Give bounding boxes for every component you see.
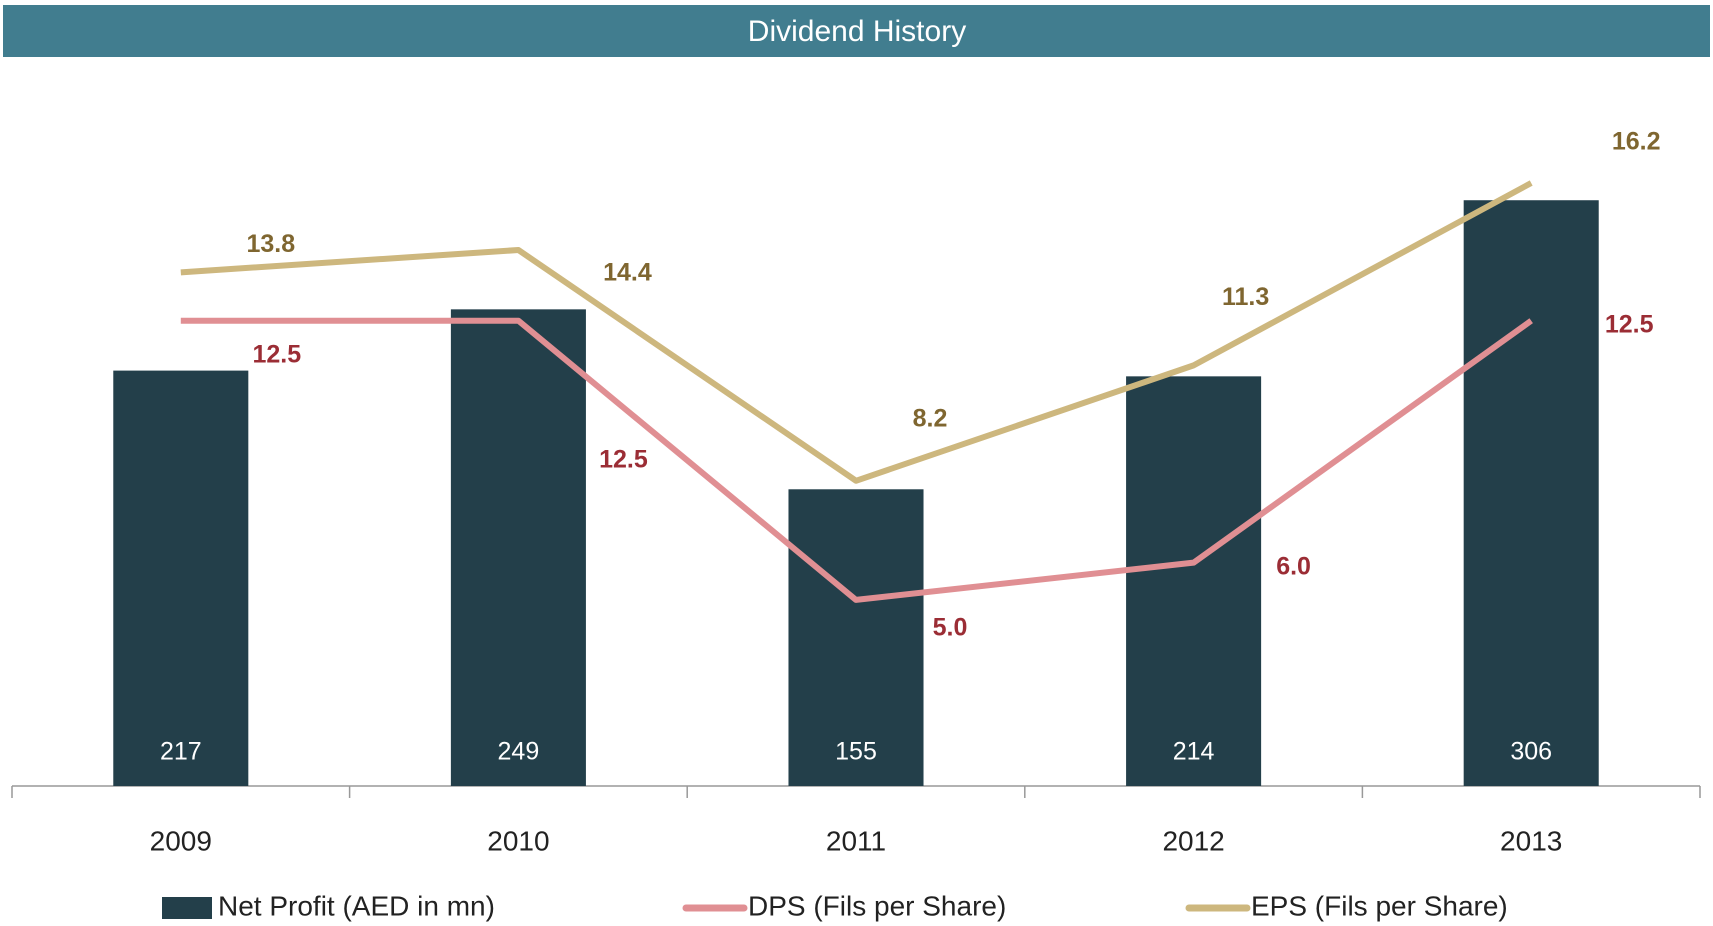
legend-swatch — [162, 897, 212, 919]
line-value-label: 12.5 — [599, 445, 648, 473]
chart-title: Dividend History — [748, 15, 966, 48]
bar-value-label: 217 — [160, 738, 202, 766]
line-value-label: 16.2 — [1612, 128, 1661, 156]
line-value-label: 5.0 — [933, 613, 968, 641]
line-value-label: 6.0 — [1276, 552, 1311, 580]
bar — [1126, 376, 1262, 786]
x-tick-label: 2012 — [1162, 825, 1224, 856]
legend-label: DPS (Fils per Share) — [748, 890, 1006, 921]
line-value-label: 8.2 — [913, 404, 948, 432]
line-value-label: 14.4 — [603, 259, 652, 287]
line — [180, 180, 1533, 484]
title-bar — [3, 5, 1710, 57]
line-value-label: 13.8 — [246, 230, 295, 258]
bar-value-label: 155 — [835, 738, 877, 766]
line-value-label: 12.5 — [252, 340, 301, 368]
line-value-label: 12.5 — [1605, 310, 1654, 338]
bar-value-label: 306 — [1510, 738, 1552, 766]
line — [180, 317, 1533, 603]
bar — [113, 370, 249, 786]
bar — [1463, 200, 1599, 786]
bar-value-label: 214 — [1173, 738, 1215, 766]
bar-value-label: 249 — [498, 738, 540, 766]
bar — [788, 489, 924, 786]
x-tick-label: 2011 — [826, 825, 886, 856]
legend-label: Net Profit (AED in mn) — [218, 890, 495, 921]
line-value-label: 11.3 — [1222, 283, 1269, 311]
bar — [450, 309, 586, 786]
x-tick-label: 2013 — [1500, 825, 1562, 856]
x-tick-label: 2009 — [150, 825, 212, 856]
x-tick-label: 2010 — [487, 825, 549, 856]
legend-label: EPS (Fils per Share) — [1251, 890, 1508, 921]
